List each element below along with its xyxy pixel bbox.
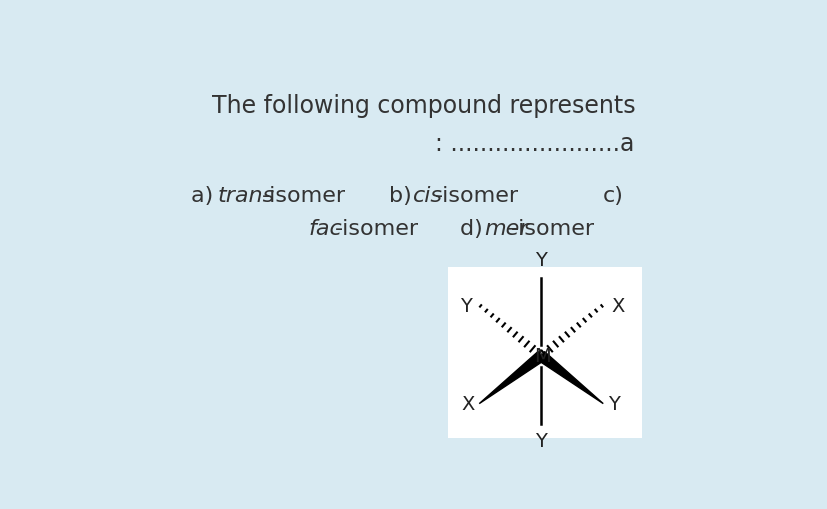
Text: The following compound represents: The following compound represents — [212, 94, 635, 118]
Text: fac: fac — [308, 219, 342, 239]
Text: d): d) — [460, 219, 490, 239]
Text: c): c) — [603, 186, 624, 206]
Text: trans: trans — [218, 186, 275, 206]
Text: : .......................a: : .......................a — [435, 132, 634, 156]
Text: -isomer: -isomer — [262, 186, 347, 206]
Text: b): b) — [389, 186, 418, 206]
Text: a): a) — [191, 186, 220, 206]
Text: mer: mer — [485, 219, 529, 239]
Text: X: X — [461, 394, 475, 413]
Text: -isomer: -isomer — [335, 219, 419, 239]
Text: -isomer: -isomer — [435, 186, 519, 206]
Text: cis: cis — [414, 186, 443, 206]
Polygon shape — [538, 352, 603, 404]
Text: X: X — [611, 296, 624, 315]
Text: Y: Y — [535, 432, 547, 450]
Text: Y: Y — [608, 394, 619, 413]
Text: Y: Y — [460, 296, 471, 315]
Bar — [448, 267, 642, 438]
Text: Y: Y — [535, 250, 547, 269]
Polygon shape — [480, 352, 544, 404]
Text: -isomer: -isomer — [511, 219, 595, 239]
Text: M: M — [534, 347, 551, 365]
